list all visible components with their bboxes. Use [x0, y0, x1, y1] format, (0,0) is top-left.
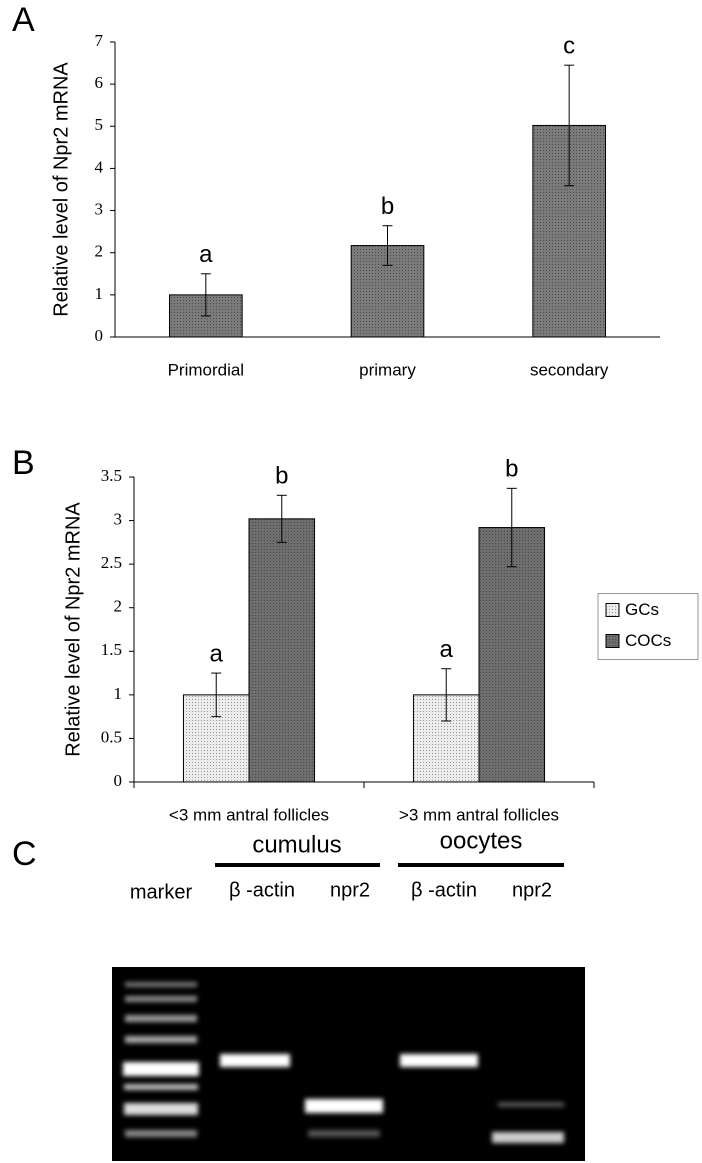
bar-texture [479, 527, 545, 782]
x-tick-label: secondary [530, 360, 609, 379]
lane-label: npr2 [512, 879, 552, 901]
panel-label: B [12, 444, 35, 482]
lane-label: β -actin [411, 879, 477, 901]
legend-label: COCs [625, 631, 671, 650]
y-tick-label: 1 [95, 284, 104, 303]
lane-label: npr2 [330, 879, 370, 901]
y-tick-label: 2.5 [101, 553, 122, 572]
y-tick-label: 3 [95, 199, 104, 218]
y-tick-label: 3.5 [101, 466, 122, 485]
significance-label: a [210, 640, 224, 667]
significance-label: b [381, 193, 394, 220]
significance-label: b [505, 456, 518, 483]
legend-label: GCs [625, 600, 659, 619]
group-label: cumulus [252, 831, 341, 858]
legend-box [597, 593, 699, 660]
lane-label: β -actin [229, 879, 295, 901]
x-tick-label: <3 mm antral follicles [169, 805, 329, 824]
y-tick-label: 2 [114, 597, 123, 616]
x-tick-label: Primordial [168, 360, 245, 379]
x-tick-label: primary [359, 360, 416, 379]
y-axis-label: Relative level of Npr2 mRNA [62, 502, 84, 757]
legend-swatch-texture [606, 634, 619, 648]
bar-texture [249, 518, 315, 782]
y-axis-label: Relative level of Npr2 mRNA [50, 62, 72, 317]
y-tick-label: 0 [95, 326, 104, 345]
lane-label: marker [130, 881, 193, 903]
gel-bands [123, 982, 564, 1143]
panel-label: A [12, 1, 35, 39]
y-tick-label: 1.5 [101, 640, 122, 659]
significance-label: c [563, 33, 575, 60]
legend-swatch-texture [606, 603, 619, 617]
y-tick-label: 4 [95, 157, 104, 176]
panel-label: C [12, 835, 37, 873]
y-tick-label: 5 [95, 115, 104, 134]
y-tick-label: 0 [114, 771, 123, 790]
y-tick-label: 6 [95, 73, 104, 92]
significance-label: a [199, 241, 213, 268]
y-tick-label: 7 [95, 31, 104, 50]
x-tick-label: >3 mm antral follicles [399, 805, 559, 824]
significance-label: a [440, 636, 454, 663]
y-tick-label: 2 [95, 242, 104, 261]
y-tick-label: 1 [114, 684, 123, 703]
significance-label: b [275, 463, 288, 490]
y-tick-label: 3 [114, 509, 123, 528]
group-label: oocytes [440, 827, 523, 854]
y-tick-label: 0.5 [101, 727, 122, 746]
